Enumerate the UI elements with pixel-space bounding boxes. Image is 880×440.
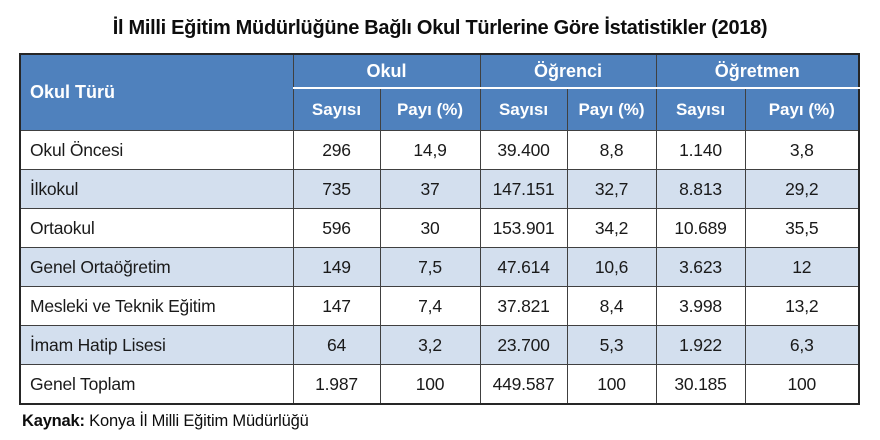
- table-row: Mesleki ve Teknik Eğitim 147 7,4 37.821 …: [19, 286, 860, 326]
- value-cell: 3.998: [655, 286, 746, 326]
- value-cell: 147: [292, 286, 381, 326]
- row-label-cell: Mesleki ve Teknik Eğitim: [19, 286, 294, 326]
- value-cell: 39.400: [479, 130, 568, 170]
- value-cell: 10.689: [655, 208, 746, 248]
- table-row: İmam Hatip Lisesi 64 3,2 23.700 5,3 1.92…: [19, 325, 860, 365]
- value-cell: 34,2: [566, 208, 657, 248]
- value-cell: 100: [566, 364, 657, 405]
- value-cell: 449.587: [479, 364, 568, 405]
- value-cell: 100: [379, 364, 481, 405]
- value-cell: 14,9: [379, 130, 481, 170]
- value-cell: 147.151: [479, 169, 568, 209]
- value-cell: 735: [292, 169, 381, 209]
- subheader-okul-sayisi: Sayısı: [292, 87, 381, 131]
- column-header-okul-turu: Okul Türü: [19, 53, 294, 131]
- column-group-ogrenci: Öğrenci: [479, 53, 657, 89]
- value-cell: 7,5: [379, 247, 481, 287]
- value-cell: 8.813: [655, 169, 746, 209]
- value-cell: 5,3: [566, 325, 657, 365]
- subheader-ogretmen-payi: Payı (%): [744, 87, 860, 131]
- subheader-ogrenci-payi: Payı (%): [566, 87, 657, 131]
- table-row: Okul Öncesi 296 14,9 39.400 8,8 1.140 3,…: [19, 130, 860, 170]
- source-note: Kaynak: Konya İl Milli Eğitim Müdürlüğü: [22, 412, 880, 431]
- value-cell: 596: [292, 208, 381, 248]
- subheader-okul-payi: Payı (%): [379, 87, 481, 131]
- value-cell: 10,6: [566, 247, 657, 287]
- value-cell: 13,2: [744, 286, 860, 326]
- value-cell: 37.821: [479, 286, 568, 326]
- value-cell: 149: [292, 247, 381, 287]
- statistics-table: Okul Türü Okul Öğrenci Öğretmen Sayısı P…: [19, 53, 861, 405]
- row-label-cell: Genel Ortaöğretim: [19, 247, 294, 287]
- value-cell: 64: [292, 325, 381, 365]
- value-cell: 1.987: [292, 364, 381, 405]
- value-cell: 12: [744, 247, 860, 287]
- subheader-ogrenci-sayisi: Sayısı: [479, 87, 568, 131]
- value-cell: 1.140: [655, 130, 746, 170]
- value-cell: 30: [379, 208, 481, 248]
- value-cell: 100: [744, 364, 860, 405]
- table-row: Genel Ortaöğretim 149 7,5 47.614 10,6 3.…: [19, 247, 860, 287]
- column-group-ogretmen: Öğretmen: [655, 53, 860, 89]
- row-label-cell: İmam Hatip Lisesi: [19, 325, 294, 365]
- source-text: Konya İl Milli Eğitim Müdürlüğü: [84, 412, 309, 430]
- value-cell: 153.901: [479, 208, 568, 248]
- header-sub-row: Sayısı Payı (%) Sayısı Payı (%) Sayısı P…: [20, 87, 860, 131]
- value-cell: 8,8: [566, 130, 657, 170]
- value-cell: 23.700: [479, 325, 568, 365]
- value-cell: 47.614: [479, 247, 568, 287]
- row-label-cell: İlkokul: [19, 169, 294, 209]
- subheader-ogretmen-sayisi: Sayısı: [655, 87, 746, 131]
- value-cell: 6,3: [744, 325, 860, 365]
- table-row-total: Genel Toplam 1.987 100 449.587 100 30.18…: [19, 364, 860, 405]
- row-label-cell: Okul Öncesi: [19, 130, 294, 170]
- value-cell: 296: [292, 130, 381, 170]
- header-group-row: Okul Türü Okul Öğrenci Öğretmen: [19, 53, 860, 131]
- column-group-okul: Okul: [292, 53, 481, 89]
- value-cell: 7,4: [379, 286, 481, 326]
- row-label-cell: Genel Toplam: [19, 364, 294, 405]
- value-cell: 30.185: [655, 364, 746, 405]
- value-cell: 35,5: [744, 208, 860, 248]
- table-row: İlkokul 735 37 147.151 32,7 8.813 29,2: [19, 169, 860, 209]
- value-cell: 32,7: [566, 169, 657, 209]
- value-cell: 29,2: [744, 169, 860, 209]
- source-label: Kaynak:: [22, 412, 85, 430]
- value-cell: 8,4: [566, 286, 657, 326]
- value-cell: 3,2: [379, 325, 481, 365]
- value-cell: 1.922: [655, 325, 746, 365]
- value-cell: 3.623: [655, 247, 746, 287]
- value-cell: 3,8: [744, 130, 860, 170]
- row-label-cell: Ortaokul: [19, 208, 294, 248]
- table-row: Ortaokul 596 30 153.901 34,2 10.689 35,5: [19, 208, 860, 248]
- value-cell: 37: [379, 169, 481, 209]
- page-title: İl Milli Eğitim Müdürlüğüne Bağlı Okul T…: [112, 17, 768, 39]
